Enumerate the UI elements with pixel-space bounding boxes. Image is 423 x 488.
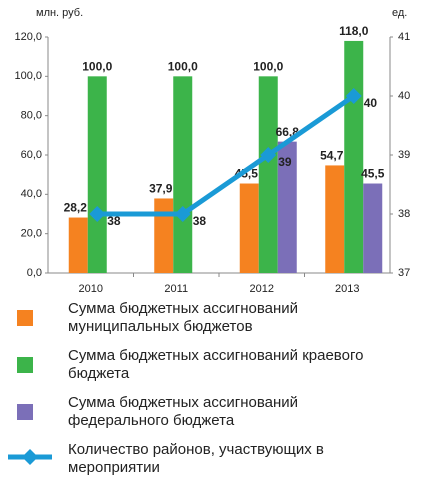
y2-tick-label: 41 [398,31,410,43]
chart: млн. руб. ед. 0,0 20,0 40,0 60,0 80,0 100,0 12… [14,7,410,295]
value-label: 40 [364,96,378,110]
value-label: 37,9 [149,182,173,196]
legend-swatch [17,310,33,326]
legend: Сумма бюджетных ассигнований муниципальн… [0,300,423,488]
bar [277,141,297,273]
bar [68,217,88,273]
y-tick-label: 40,0 [21,188,42,200]
legend-swatch [17,357,33,373]
value-label: 100,0 [82,60,112,74]
y-tick-label: 100,0 [14,70,42,82]
x-tick-label: 2013 [335,283,359,295]
legend-swatch [8,449,52,465]
x-tick-label: 2011 [164,283,188,295]
bar [325,165,345,273]
y-tick-label: 0,0 [27,267,42,279]
legend-item: Количество районов, участвующих в меропр… [0,441,423,488]
legend-item: Сумма бюджетных ассигнований федеральног… [0,394,423,441]
line [97,93,356,217]
y2-tick-label: 38 [398,208,410,220]
legend-label: Количество районов, участвующих в меропр… [68,441,324,476]
y-tick-label: 120,0 [14,31,42,43]
line-marker [260,147,277,163]
y2-tick-label: 39 [398,149,410,161]
value-label: 54,7 [320,149,344,163]
line-marker [89,206,106,222]
y-tick-label: 80,0 [21,110,42,122]
y2-tick-label: 37 [398,267,410,279]
line-marker [345,88,362,104]
bar [173,76,193,273]
value-label: 45,5 [361,167,385,181]
bar [363,183,383,273]
bar [344,40,364,273]
y-tick-label: 60,0 [21,149,42,161]
legend-label: Сумма бюджетных ассигнований федеральног… [68,394,299,429]
y2-axis-label: ед. [392,7,407,19]
x-tick-label: 2012 [250,283,274,295]
value-label: 100,0 [253,60,283,74]
x-tick-label: 2010 [79,283,103,295]
bar [239,183,259,273]
value-label: 38 [193,214,207,228]
legend-label: Сумма бюджетных ассигнований краевого бю… [68,347,364,382]
bar [154,198,174,273]
value-label: 118,0 [339,24,369,38]
value-label: 28,2 [64,201,88,215]
y-axis-label: млн. руб. [36,7,83,19]
legend-item: Сумма бюджетных ассигнований краевого бю… [0,347,423,394]
y2-tick-label: 40 [398,90,410,102]
line-marker [174,206,191,222]
bar [87,76,107,273]
legend-item: Сумма бюджетных ассигнований муниципальн… [0,300,423,347]
value-label: 38 [107,214,121,228]
y-tick-label: 20,0 [21,228,42,240]
value-label: 39 [278,155,292,169]
value-label: 100,0 [168,60,198,74]
bar [258,76,278,273]
legend-swatch [17,404,33,420]
legend-label: Сумма бюджетных ассигнований муниципальн… [68,300,299,335]
